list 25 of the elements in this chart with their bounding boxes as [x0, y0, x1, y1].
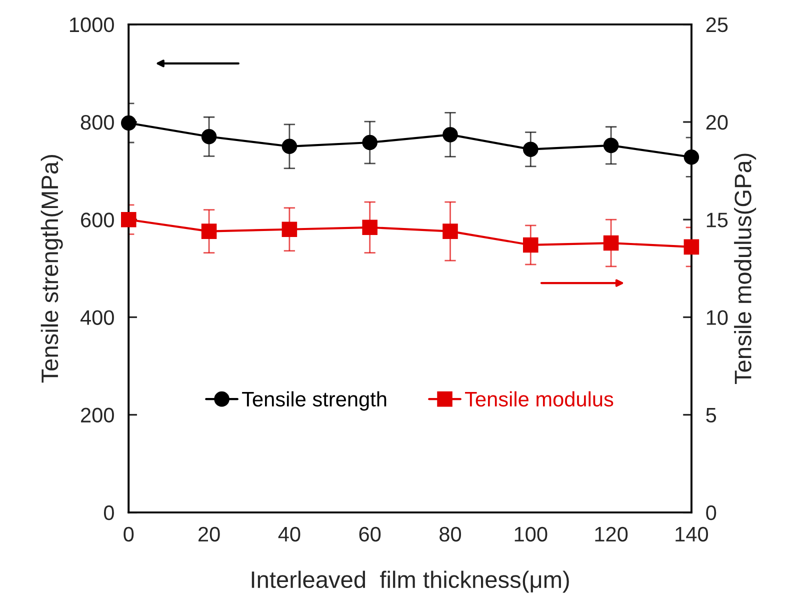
legend-label: Tensile modulus	[465, 391, 614, 407]
x-tick-label: 40	[278, 526, 300, 542]
y2-tick-label: 10	[706, 310, 728, 325]
x-axis-title: Interleaved film thickness(μm)	[252, 570, 569, 593]
x-tick-label: 80	[440, 526, 462, 542]
y2-tick-label: 20	[706, 115, 728, 130]
x-tick-label: 100	[514, 526, 548, 542]
y2-axis-title: Tensile modulus(GPa)	[734, 154, 756, 384]
y-tick-label: 800	[80, 115, 114, 130]
y-tick-label: 600	[81, 212, 114, 228]
y-axis-title: Tensile strength(MPa)	[40, 155, 63, 383]
y2-tick-label: 15	[706, 212, 728, 228]
y2-tick-label: 5	[706, 408, 716, 423]
x-tick-label: 120	[595, 526, 628, 542]
y-tick-label: 400	[80, 310, 114, 325]
x-tick-label: 60	[359, 526, 381, 542]
x-tick-label: 140	[676, 526, 708, 542]
x-tick-label: 0	[124, 526, 134, 542]
y-tick-label: 200	[81, 408, 114, 423]
y-tick-label: 1000	[70, 17, 114, 32]
y2-tick-label: 25	[706, 17, 728, 32]
legend-label: Tensile strength	[242, 391, 386, 411]
y2-tick-label: 0	[706, 505, 716, 520]
y-tick-label: 0	[104, 505, 114, 520]
x-tick-label: 20	[198, 526, 220, 542]
